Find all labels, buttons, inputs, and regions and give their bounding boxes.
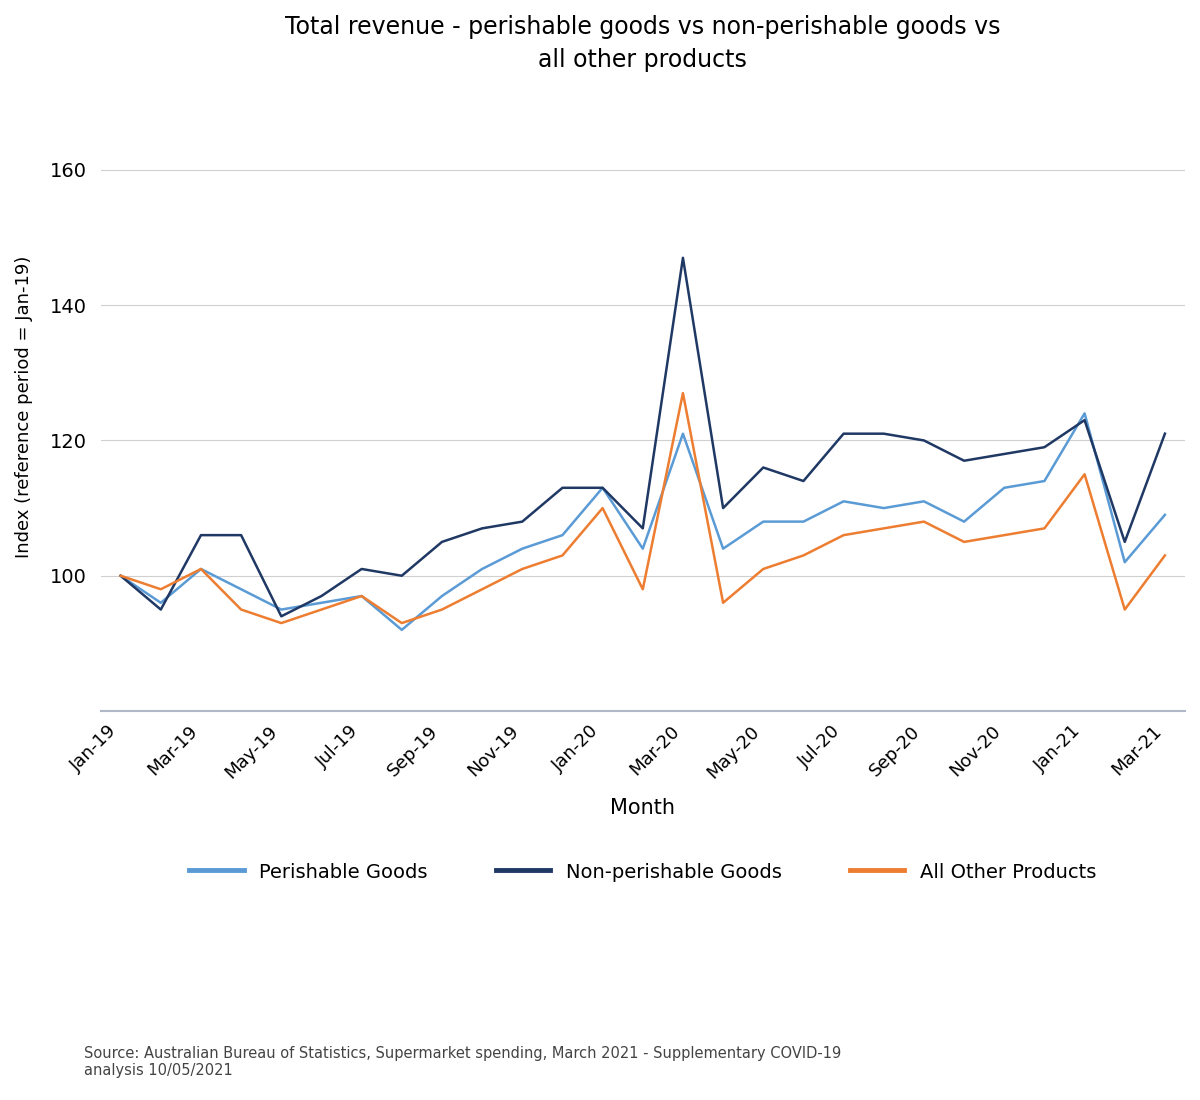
Title: Total revenue - perishable goods vs non-perishable goods vs
all other products: Total revenue - perishable goods vs non-… [286, 15, 1001, 73]
Perishable Goods [917, 495, 931, 508]
Perishable Goods [354, 590, 368, 603]
Perishable Goods [1037, 474, 1051, 487]
Line: Perishable Goods: Perishable Goods [121, 414, 1165, 630]
Perishable Goods [1117, 556, 1132, 569]
Non-perishable Goods [114, 569, 128, 582]
Non-perishable Goods [154, 603, 168, 616]
All Other Products [114, 569, 128, 582]
Non-perishable Goods [917, 433, 931, 447]
All Other Products [756, 562, 770, 575]
Perishable Goods [154, 596, 168, 609]
Line: All Other Products: All Other Products [121, 393, 1165, 623]
Perishable Goods [193, 562, 208, 575]
Non-perishable Goods [876, 427, 890, 440]
All Other Products [716, 596, 731, 609]
Perishable Goods [314, 596, 329, 609]
Non-perishable Goods [434, 536, 449, 549]
Perishable Goods [556, 528, 570, 541]
Perishable Goods [997, 481, 1012, 494]
All Other Products [836, 528, 851, 541]
Non-perishable Goods [1078, 414, 1092, 427]
Perishable Goods [836, 495, 851, 508]
All Other Products [274, 616, 288, 629]
Perishable Goods [274, 603, 288, 616]
Perishable Goods [1158, 508, 1172, 521]
Non-perishable Goods [676, 251, 690, 264]
Text: Source: Australian Bureau of Statistics, Supermarket spending, March 2021 - Supp: Source: Australian Bureau of Statistics,… [84, 1046, 841, 1078]
All Other Products [1078, 468, 1092, 481]
Non-perishable Goods [716, 502, 731, 515]
All Other Products [154, 583, 168, 596]
All Other Products [354, 590, 368, 603]
Non-perishable Goods [274, 609, 288, 623]
All Other Products [797, 549, 811, 562]
Non-perishable Goods [515, 515, 529, 528]
Non-perishable Goods [956, 454, 971, 467]
Non-perishable Goods [1117, 536, 1132, 549]
Line: Non-perishable Goods: Non-perishable Goods [121, 257, 1165, 616]
All Other Products [956, 536, 971, 549]
Perishable Goods [636, 542, 650, 556]
Non-perishable Goods [234, 528, 248, 541]
Perishable Goods [515, 542, 529, 556]
All Other Products [1158, 549, 1172, 562]
All Other Products [234, 603, 248, 616]
Perishable Goods [434, 590, 449, 603]
Perishable Goods [395, 624, 409, 637]
Perishable Goods [595, 481, 610, 494]
Non-perishable Goods [354, 562, 368, 575]
All Other Products [997, 528, 1012, 541]
Non-perishable Goods [1158, 427, 1172, 440]
Perishable Goods [234, 583, 248, 596]
Non-perishable Goods [475, 521, 490, 535]
Non-perishable Goods [314, 590, 329, 603]
All Other Products [515, 562, 529, 575]
Perishable Goods [756, 515, 770, 528]
Perishable Goods [716, 542, 731, 556]
Legend: Perishable Goods, Non-perishable Goods, All Other Products: Perishable Goods, Non-perishable Goods, … [181, 855, 1104, 890]
All Other Products [314, 603, 329, 616]
All Other Products [1037, 521, 1051, 535]
All Other Products [595, 502, 610, 515]
All Other Products [1117, 603, 1132, 616]
X-axis label: Month: Month [611, 799, 676, 818]
Non-perishable Goods [636, 521, 650, 535]
Perishable Goods [956, 515, 971, 528]
Perishable Goods [475, 562, 490, 575]
All Other Products [876, 521, 890, 535]
All Other Products [395, 616, 409, 629]
Non-perishable Goods [997, 448, 1012, 461]
Non-perishable Goods [395, 569, 409, 582]
Non-perishable Goods [756, 461, 770, 474]
Non-perishable Goods [556, 481, 570, 494]
Y-axis label: Index (reference period = Jan-19): Index (reference period = Jan-19) [14, 255, 34, 558]
Non-perishable Goods [1037, 441, 1051, 454]
Non-perishable Goods [193, 528, 208, 541]
All Other Products [676, 386, 690, 399]
All Other Products [193, 562, 208, 575]
Non-perishable Goods [595, 481, 610, 494]
Perishable Goods [876, 502, 890, 515]
All Other Products [636, 583, 650, 596]
Perishable Goods [114, 569, 128, 582]
Non-perishable Goods [797, 474, 811, 487]
Perishable Goods [676, 427, 690, 440]
Perishable Goods [797, 515, 811, 528]
All Other Products [917, 515, 931, 528]
Perishable Goods [1078, 407, 1092, 420]
All Other Products [434, 603, 449, 616]
All Other Products [556, 549, 570, 562]
All Other Products [475, 583, 490, 596]
Non-perishable Goods [836, 427, 851, 440]
